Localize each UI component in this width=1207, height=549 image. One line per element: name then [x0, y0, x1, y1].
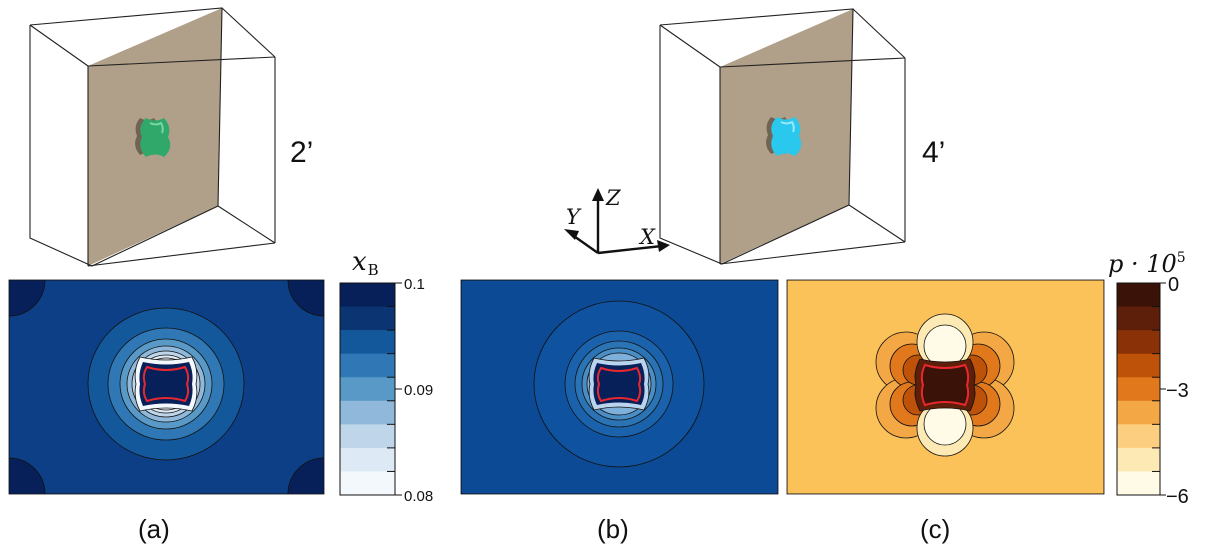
colorbar-swatch: [1117, 447, 1160, 472]
colorbar-p-tick-mid: −3: [1166, 380, 1189, 402]
colorbar-swatch: [340, 353, 395, 378]
panel-label-c: (c): [920, 514, 950, 544]
panel-label-a: (a): [138, 514, 170, 544]
view-label-2: 2’: [290, 136, 313, 169]
colorbar-xb: [339, 282, 402, 496]
colorbar-swatch: [340, 447, 395, 472]
colorbar-swatch: [1117, 306, 1160, 331]
interface-line: [920, 363, 970, 407]
colorbar-swatch: [340, 400, 395, 425]
colorbar-swatch: [1117, 330, 1160, 355]
colorbar-swatch: [340, 471, 395, 496]
colorbar-swatch: [340, 377, 395, 402]
colorbar-swatch: [1117, 377, 1160, 402]
colorbar-swatch: [1117, 283, 1160, 308]
colorbar-swatch: [340, 330, 395, 355]
box-view-2: [29, 7, 276, 267]
colorbar-xb-tick-mid: 0.09: [404, 382, 433, 399]
colorbar-swatch: [340, 306, 395, 331]
colorbar-p-tick-top: 0: [1168, 274, 1179, 296]
colorbar-xb-tick-bottom: 0.08: [404, 488, 433, 505]
colorbar-p-tick-bottom: −6: [1166, 486, 1189, 508]
colorbar-xb-tick-top: 0.1: [404, 276, 425, 293]
colorbar-swatch: [1117, 471, 1160, 496]
box-view-4: [659, 8, 906, 265]
colorbar-p-title: p · 105: [1108, 250, 1186, 278]
contour-map-b: [461, 280, 778, 494]
colorbar-swatch: [1117, 424, 1160, 449]
colorbar-swatch: [1117, 400, 1160, 425]
colorbar-swatch: [1117, 353, 1160, 378]
colorbar-xb-title: xB: [352, 247, 379, 279]
axis-label-y: Y: [566, 205, 582, 229]
panel-label-b: (b): [597, 514, 629, 544]
axis-label-x: X: [638, 225, 656, 249]
axes-triad: [564, 188, 670, 255]
colorbar-swatch: [340, 424, 395, 449]
interface-line: [142, 365, 190, 403]
contour-map-a: [9, 280, 324, 494]
colorbar-swatch: [340, 283, 395, 308]
colorbar-p: [1116, 282, 1166, 496]
contour-map-c: [787, 280, 1104, 494]
interface-line: [596, 366, 642, 403]
axis-label-z: Z: [605, 186, 621, 210]
view-label-4: 4’: [922, 136, 945, 169]
